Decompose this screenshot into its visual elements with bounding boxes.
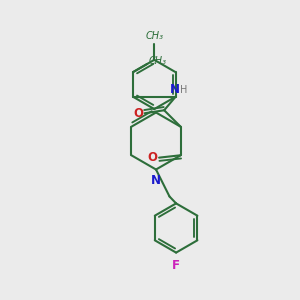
Text: N: N [169, 83, 179, 96]
Text: O: O [148, 151, 158, 164]
Text: N: N [151, 174, 161, 187]
Text: F: F [172, 259, 180, 272]
Text: CH₃: CH₃ [149, 56, 167, 67]
Text: CH₃: CH₃ [145, 31, 163, 41]
Text: H: H [180, 85, 188, 95]
Text: O: O [133, 107, 143, 120]
